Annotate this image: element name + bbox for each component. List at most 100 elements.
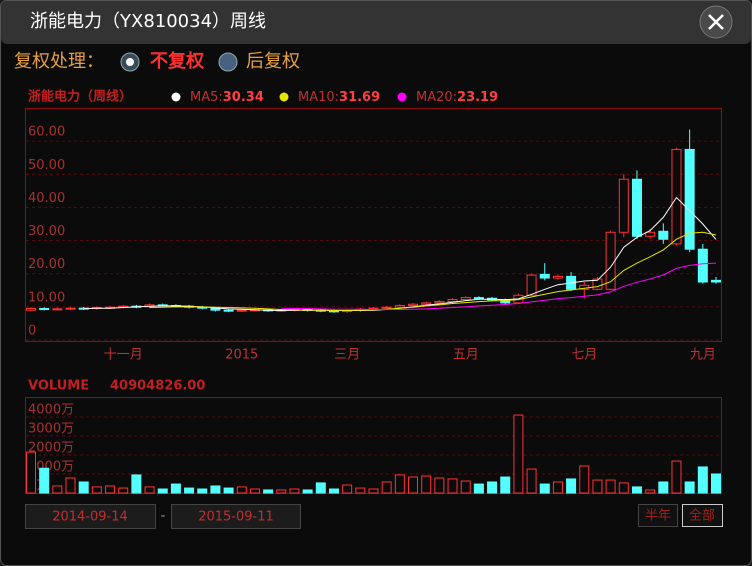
legend-value: 30.34 [223,90,264,105]
volume-bar [39,467,50,494]
candle-body [539,273,550,279]
volume-bar [566,478,577,494]
volume-bar [276,489,287,494]
x-tick-label: 七月 [571,348,597,363]
half-year-label[interactable]: 半年 [645,509,671,524]
candle-body [223,309,234,312]
volume-bar [671,460,682,494]
candle-body [526,274,537,296]
volume-bar [170,483,181,494]
start-date[interactable]: 2014-09-14 [52,510,128,525]
x-tick-label: 十一月 [104,348,143,363]
candle-body [473,297,484,300]
volume-bar [263,489,274,494]
candle-body [671,148,682,245]
volume-bar [592,479,603,494]
volume-bar [118,487,129,494]
volume-bar [447,478,458,494]
legend-name: MA5: [190,90,223,105]
volume-bar [697,466,708,494]
price-title: 浙能电力（周线） [28,89,132,105]
volume-bar [197,488,208,494]
candle-body [381,306,392,309]
candle-body [697,248,708,283]
candle-body [631,178,642,237]
y-tick-label: 0 [28,324,36,339]
price-frame [25,108,722,342]
volume-bar [91,486,102,494]
end-date-box[interactable] [171,504,301,529]
candle-body [394,305,405,308]
candle-body [592,278,603,290]
volume-bar [144,486,155,494]
candle-body [711,279,721,283]
volume-bar [328,488,339,494]
volume-bar [223,487,234,494]
volume-bar [26,451,36,494]
legend-value: 23.19 [457,90,498,105]
x-tick-label: 三月 [334,348,360,363]
volume-bar [249,488,260,494]
candle-body [421,302,432,305]
y-tick-label: 30.00 [28,224,65,239]
close-icon[interactable] [708,14,724,30]
adjust-option-selected[interactable]: 不复权 [150,50,205,72]
candle-body [52,308,63,311]
legend-dot [279,92,289,102]
volume-title: VOLUME [28,379,89,394]
volume-bar [684,481,695,494]
adjust-option[interactable]: 后复权 [246,51,300,72]
candle-body [236,309,247,312]
y-tick-label: 50.00 [28,158,65,173]
volume-bar [618,482,629,494]
candle-body [39,308,50,311]
volume-bar [381,481,392,494]
radio-dot[interactable] [126,58,134,66]
half-year-button[interactable] [638,504,678,527]
volume-bar [394,474,405,494]
y-tick-label: 2000万 [28,440,74,455]
all-button[interactable] [682,504,723,527]
volume-bar [487,481,498,494]
legend-entry: MA5:30.34 [190,90,264,105]
window-title: 浙能电力（YX810034）周线 [30,11,266,32]
volume-bar [368,488,379,494]
candle-body [618,178,629,233]
volume-bar [184,487,195,494]
volume-bar [473,483,484,494]
legend-dot [171,92,181,102]
start-date-box[interactable] [25,504,156,529]
all-label[interactable]: 全部 [689,508,715,524]
candle-body [447,299,458,303]
volume-bar [539,483,550,494]
candle-body [460,297,471,301]
end-date[interactable]: 2015-09-11 [198,510,274,525]
y-tick-label: 10.00 [28,290,65,305]
candle-body [65,307,76,310]
candle-body [26,308,36,311]
volume-bar [52,485,63,494]
volume-bar [65,477,76,494]
volume-bar [408,476,419,494]
candle-body [645,231,656,237]
radio-after[interactable] [218,52,238,72]
volume-bar [658,481,669,494]
ma-line [149,231,717,311]
close-button[interactable] [699,5,733,39]
volume-bar [460,480,471,494]
volume-bar [315,482,326,494]
volume-bar [579,465,590,494]
legend-name: MA10: [298,90,339,105]
volume-bar [711,473,721,494]
volume-bar [236,486,247,494]
legend-dot [397,92,407,102]
legend-entry: MA10:31.69 [298,90,380,105]
volume-bar [342,484,353,494]
volume-bar [289,488,300,494]
volume-bar [210,485,221,494]
radio-none[interactable] [120,52,140,72]
legend-entry: MA20:23.19 [416,90,498,105]
volume-bar [131,474,142,494]
